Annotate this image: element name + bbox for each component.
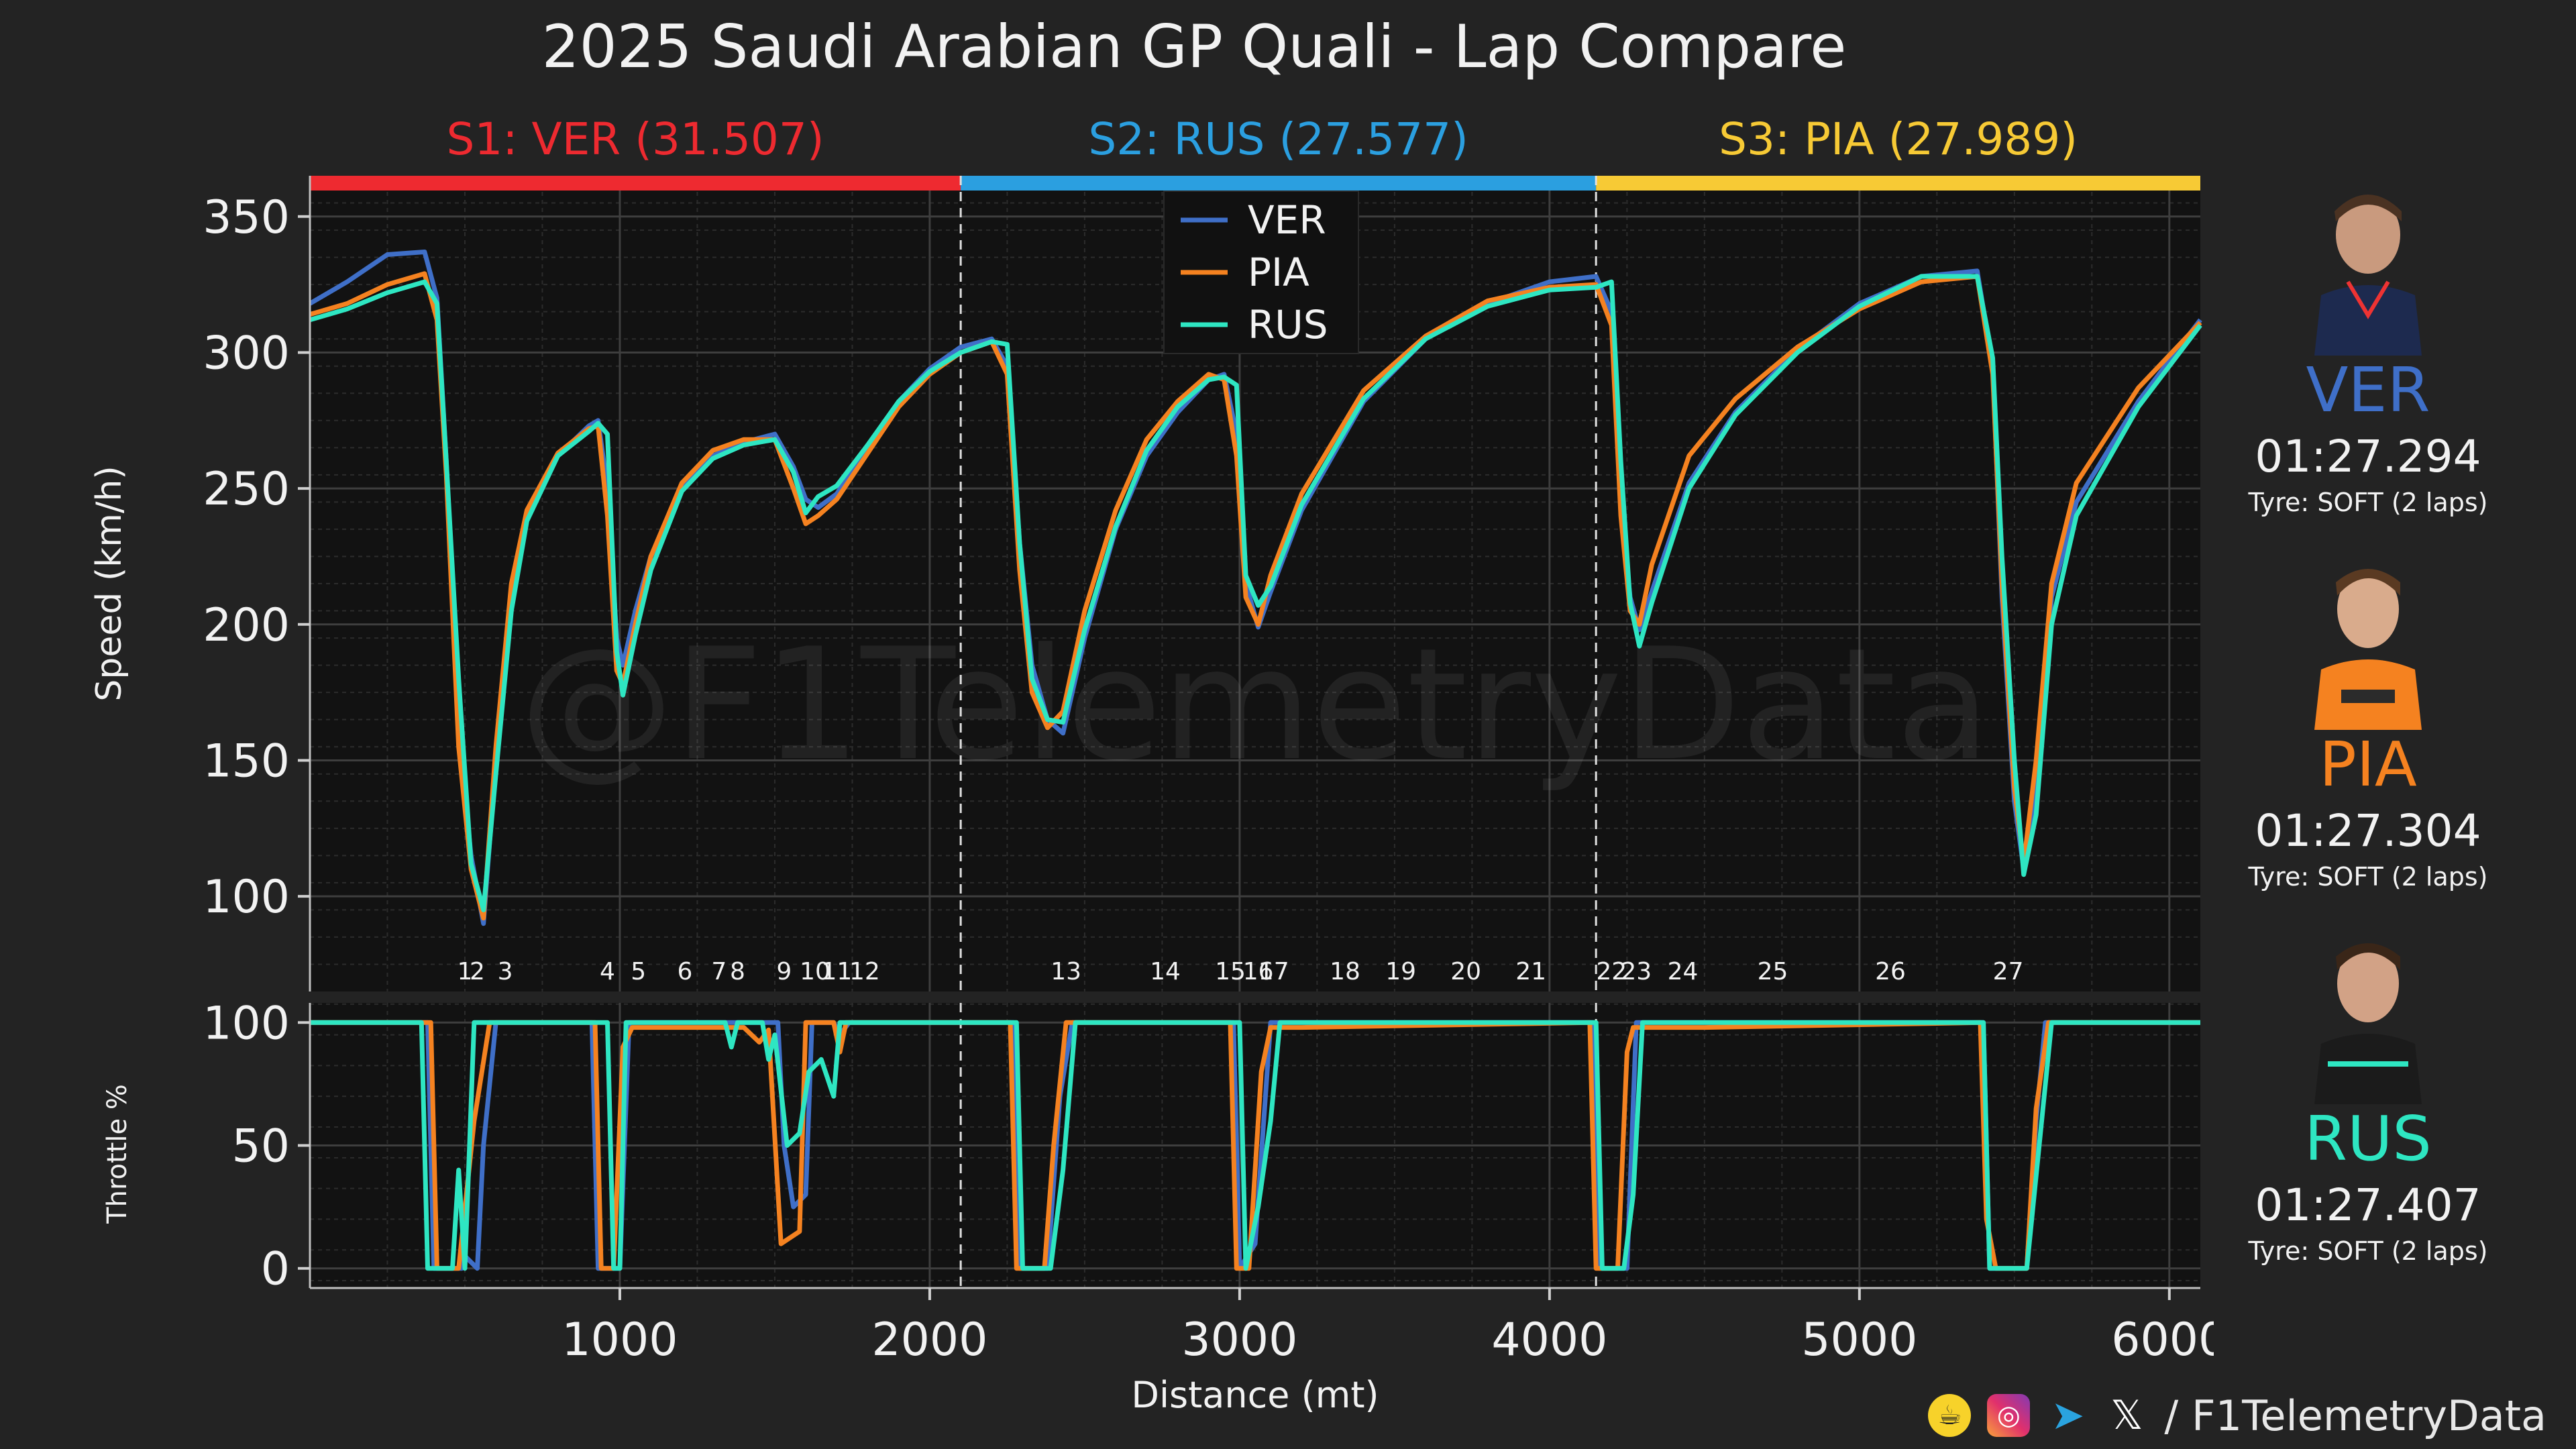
legend-label: RUS — [1248, 302, 1328, 347]
x-tick-label: 4000 — [1491, 1313, 1607, 1366]
x-tick-label: 3000 — [1181, 1313, 1297, 1366]
buymeacoffee-icon[interactable]: ☕ — [1928, 1394, 1972, 1437]
corner-label: 27 — [1993, 958, 2024, 985]
corner-label: 2 — [470, 958, 485, 985]
speed-tick-label: 200 — [203, 599, 290, 652]
watermark: @F1TelemetryData — [520, 616, 1991, 795]
speed-tick-label: 150 — [203, 735, 290, 788]
corner-label: 4 — [600, 958, 615, 985]
speed-tick-label: 250 — [203, 463, 290, 516]
chart-title: 2025 Saudi Arabian GP Quali - Lap Compar… — [541, 12, 1847, 81]
corner-label: 11 — [821, 958, 852, 985]
speed-axis-label: Speed (km/h) — [89, 466, 129, 701]
throttle-line-rus — [310, 1020, 2200, 1271]
corner-label: 19 — [1385, 958, 1416, 985]
throttle-tick-label: 50 — [231, 1120, 290, 1173]
telegram-icon[interactable]: ➤ — [2051, 1392, 2085, 1439]
lap-time: 01:27.407 — [2255, 1179, 2481, 1231]
sector-label: S2: RUS (27.577) — [1088, 113, 1468, 165]
driver-card-ver: VER 01:27.294 Tyre: SOFT (2 laps) — [2214, 181, 2522, 517]
speed-tick-label: 350 — [203, 191, 290, 244]
corner-label: 9 — [776, 958, 792, 985]
distance-axis-label: Distance (mt) — [1131, 1374, 1379, 1416]
corner-label: 22 — [1596, 958, 1627, 985]
corner-label: 20 — [1450, 958, 1481, 985]
x-tick-label: 6000 — [2111, 1313, 2214, 1366]
corner-label: 5 — [631, 958, 646, 985]
corner-label: 8 — [730, 958, 745, 985]
sector-bar — [310, 176, 961, 191]
corner-label: 16 — [1243, 958, 1274, 985]
speed-tick-label: 300 — [203, 327, 290, 380]
corner-label: 23 — [1621, 958, 1652, 985]
corner-label: 1 — [458, 958, 473, 985]
sector-bar — [1596, 176, 2200, 191]
throttle-line-pia — [310, 1020, 2200, 1271]
x-tick-label: 1000 — [561, 1313, 678, 1366]
corner-label: 15 — [1215, 958, 1246, 985]
lap-time: 01:27.294 — [2255, 431, 2481, 482]
corner-label: 17 — [1258, 958, 1289, 985]
throttle-tick-label: 100 — [203, 997, 290, 1050]
driver-portrait-pia — [2301, 555, 2435, 730]
corner-label: 3 — [498, 958, 513, 985]
lap-compare-chart: @F1TelemetryData S1: VER (31.507) S2: RUS … — [89, 113, 2214, 1416]
legend: VER PIA RUS — [1163, 191, 1359, 354]
legend-label: PIA — [1248, 250, 1309, 295]
corner-label: 24 — [1668, 958, 1699, 985]
sector-bar — [961, 176, 1597, 191]
x-icon[interactable]: 𝕏 — [2110, 1392, 2143, 1439]
tyre-info: Tyre: SOFT (2 laps) — [2248, 488, 2488, 517]
corner-label: 14 — [1150, 958, 1181, 985]
throttle-tick-label: 0 — [261, 1243, 290, 1296]
corner-label: 12 — [849, 958, 880, 985]
x-tick-label: 5000 — [1801, 1313, 1917, 1366]
throttle-axis-label: Throttle % — [102, 1084, 133, 1224]
driver-portrait-rus — [2301, 930, 2435, 1104]
lap-time: 01:27.304 — [2255, 805, 2481, 857]
driver-portrait-ver — [2301, 181, 2435, 356]
corner-label: 18 — [1330, 958, 1360, 985]
corner-label: 26 — [1875, 958, 1906, 985]
corner-label: 25 — [1758, 958, 1788, 985]
corner-label: 6 — [678, 958, 693, 985]
driver-code: VER — [2306, 354, 2430, 426]
corner-label: 10 — [800, 958, 830, 985]
driver-code: RUS — [2304, 1103, 2432, 1175]
x-tick-label: 2000 — [871, 1313, 987, 1366]
instagram-icon[interactable]: ◎ — [1987, 1394, 2031, 1437]
corner-label: 13 — [1051, 958, 1081, 985]
legend-label: VER — [1248, 197, 1326, 243]
speed-line-rus — [309, 274, 2202, 912]
footer: ☕ ◎ ➤ 𝕏 / F1TelemetryData — [1928, 1385, 2546, 1446]
corner-label: 7 — [711, 958, 727, 985]
sector-label: S3: PIA (27.989) — [1719, 113, 2078, 165]
corner-label: 21 — [1515, 958, 1546, 985]
driver-card-rus: RUS 01:27.407 Tyre: SOFT (2 laps) — [2214, 930, 2522, 1266]
driver-code: PIA — [2319, 729, 2417, 800]
tyre-info: Tyre: SOFT (2 laps) — [2248, 862, 2488, 892]
speed-tick-label: 100 — [203, 871, 290, 924]
tyre-info: Tyre: SOFT (2 laps) — [2248, 1236, 2488, 1266]
sector-label: S1: VER (31.507) — [446, 113, 824, 165]
footer-handle: / F1TelemetryData — [2164, 1391, 2546, 1440]
driver-card-pia: PIA 01:27.304 Tyre: SOFT (2 laps) — [2214, 555, 2522, 892]
